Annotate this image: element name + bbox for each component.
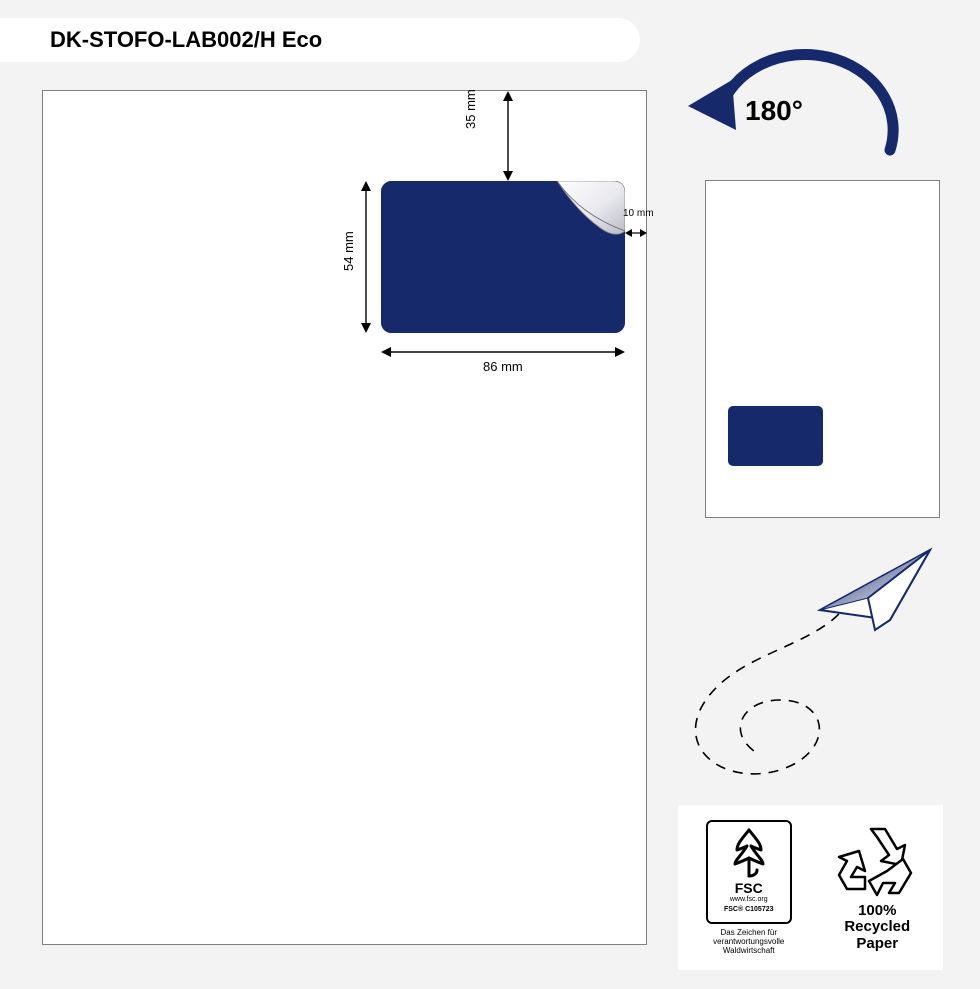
- dimension-top-margin-label: 35 mm: [463, 89, 478, 129]
- rotation-degrees: 180°: [745, 95, 803, 127]
- dimension-right-margin-label: 10 mm: [623, 208, 654, 219]
- product-title: DK-STOFO-LAB002/H Eco: [50, 27, 322, 53]
- fsc-tree-icon: [727, 828, 771, 880]
- rotation-indicator: 180°: [660, 40, 960, 190]
- recycled-text: 100% Recycled Paper: [822, 903, 932, 953]
- paper-plane-decoration: [670, 540, 970, 800]
- recycle-icon: [835, 823, 919, 899]
- main-sheet: 35 mm 54 mm: [42, 90, 647, 945]
- dimension-right-margin: [625, 223, 647, 243]
- certification-badges: FSC www.fsc.org FSC® C105723 Das Zeichen…: [678, 805, 943, 970]
- preview-label: [728, 406, 823, 466]
- preview-sheet-rotated: [705, 180, 940, 518]
- product-title-pill: DK-STOFO-LAB002/H Eco: [0, 18, 640, 62]
- fsc-badge: FSC www.fsc.org FSC® C105723 Das Zeichen…: [689, 820, 809, 956]
- fsc-url: www.fsc.org: [708, 896, 790, 903]
- dimension-top-margin: [488, 91, 528, 181]
- dimension-label-width-label: 86 mm: [483, 359, 523, 374]
- fsc-code: FSC® C105723: [708, 906, 790, 913]
- recycled-badge: 100% Recycled Paper: [822, 823, 932, 953]
- adhesive-label: [381, 181, 625, 333]
- fsc-title: FSC: [708, 880, 790, 896]
- fsc-subtitle: Das Zeichen für verantwortungsvolle Wald…: [689, 928, 809, 956]
- dimension-label-height-label: 54 mm: [341, 231, 356, 271]
